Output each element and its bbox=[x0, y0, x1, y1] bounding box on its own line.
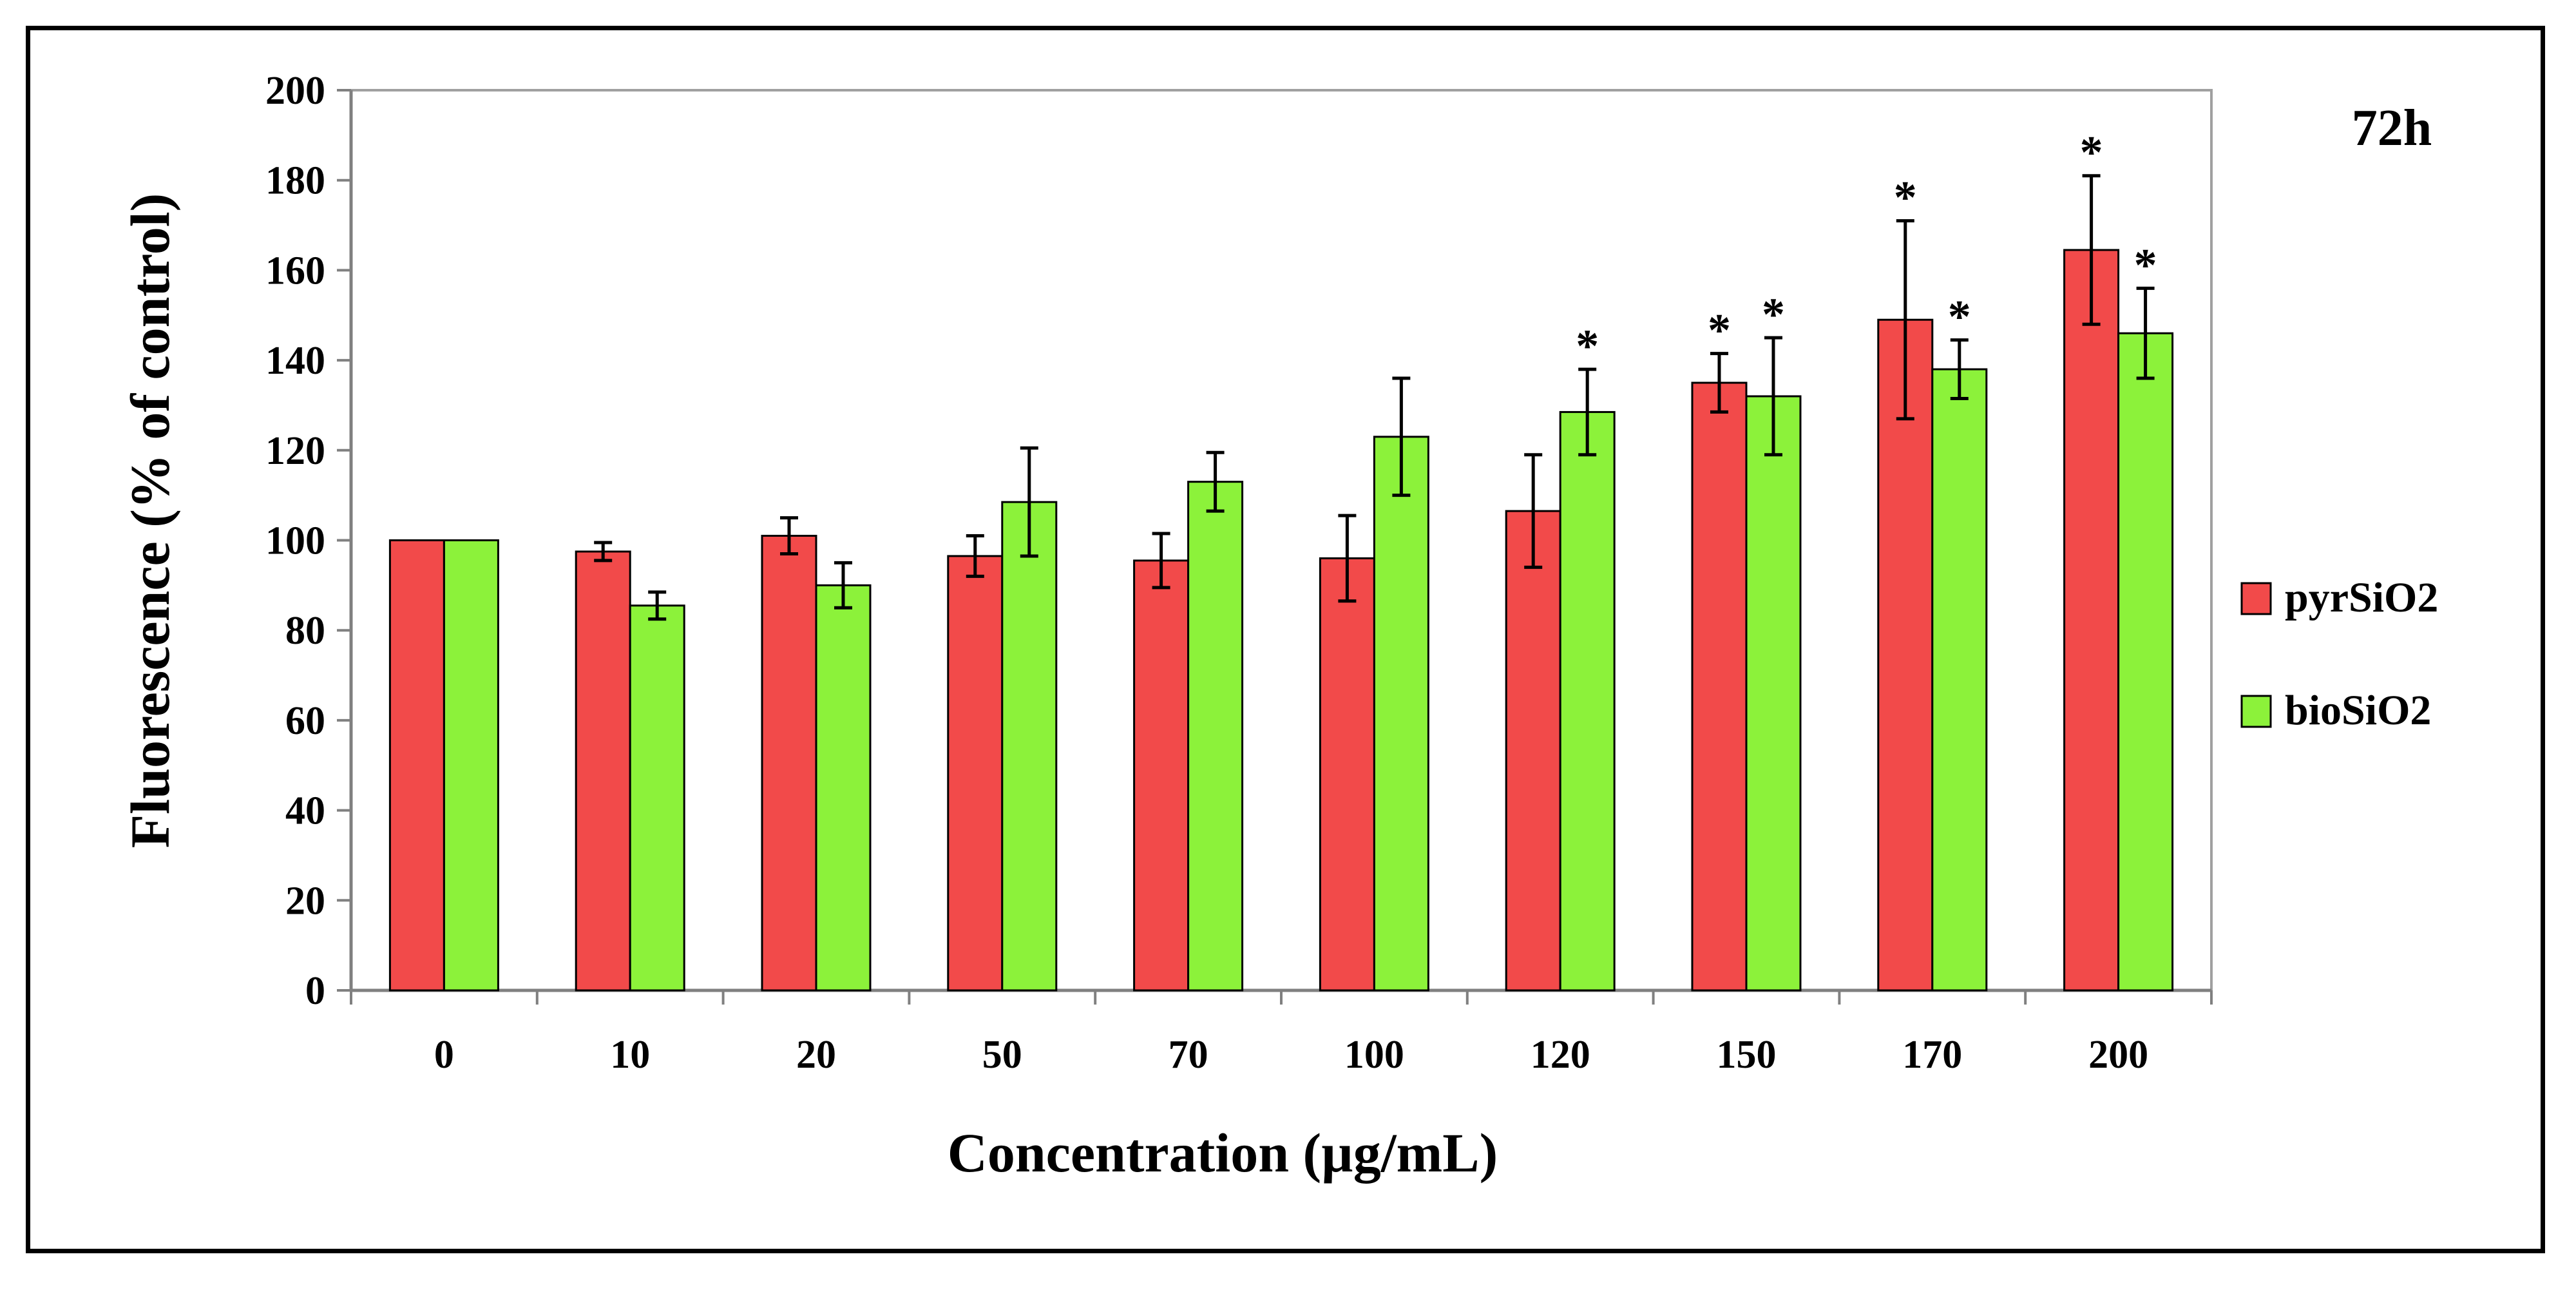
error-bar-pyrSiO2-200 bbox=[2082, 174, 2101, 326]
bar-bioSiO2-70 bbox=[1187, 481, 1244, 992]
legend-label: pyrSiO2 bbox=[2285, 574, 2438, 621]
error-bar-pyrSiO2-10 bbox=[594, 541, 613, 563]
bar-bioSiO2-10 bbox=[629, 604, 685, 992]
significance-star: * bbox=[1948, 291, 1971, 343]
error-bar-bioSiO2-100 bbox=[1392, 376, 1411, 497]
error-bar-bioSiO2-170 bbox=[1950, 338, 1969, 400]
significance-star: * bbox=[1708, 305, 1731, 356]
bar-bioSiO2-170 bbox=[1931, 368, 1988, 992]
bar-pyrSiO2-100 bbox=[1319, 557, 1375, 992]
error-bars bbox=[594, 174, 2155, 621]
significance-star: * bbox=[1894, 172, 1917, 224]
significance-markers: * * * * * * * bbox=[1576, 127, 2157, 372]
y-tick-label: 180 bbox=[265, 159, 325, 203]
error-bar-bioSiO2-150 bbox=[1764, 336, 1782, 457]
y-tick-label: 60 bbox=[285, 699, 325, 743]
bar-pyrSiO2-200 bbox=[2063, 249, 2120, 992]
x-tick-label: 10 bbox=[610, 1033, 650, 1077]
bar-pyrSiO2-20 bbox=[761, 535, 817, 992]
bar-pyrSiO2-10 bbox=[575, 550, 631, 992]
bars bbox=[388, 249, 2174, 992]
y-tick-label: 100 bbox=[265, 519, 325, 563]
y-tick-label: 160 bbox=[265, 249, 325, 293]
legend-item-bioSiO2: bioSiO2 bbox=[2240, 687, 2431, 734]
x-tick-label: 20 bbox=[796, 1033, 836, 1077]
error-bar-bioSiO2-50 bbox=[1020, 446, 1038, 558]
error-bar-bioSiO2-70 bbox=[1206, 450, 1225, 513]
significance-star: * bbox=[1576, 320, 1599, 372]
bar-bioSiO2-0 bbox=[443, 539, 499, 992]
significance-star: * bbox=[1762, 289, 1785, 340]
x-tick-label: 50 bbox=[982, 1033, 1022, 1077]
bar-pyrSiO2-120 bbox=[1505, 510, 1561, 992]
bar-bioSiO2-120 bbox=[1559, 410, 1616, 992]
bar-bioSiO2-20 bbox=[815, 584, 872, 992]
bar-bioSiO2-100 bbox=[1373, 436, 1429, 992]
error-bar-pyrSiO2-120 bbox=[1524, 453, 1543, 569]
x-tick-label: 120 bbox=[1531, 1033, 1590, 1077]
bar-pyrSiO2-70 bbox=[1133, 559, 1190, 992]
legend-swatch bbox=[2240, 582, 2272, 615]
y-tick-label: 80 bbox=[285, 609, 325, 653]
y-tick-labels: 0 20 40 60 80 100 120 140 160 180 200 bbox=[265, 69, 325, 1013]
y-tick-label: 200 bbox=[265, 69, 325, 113]
legend: pyrSiO2 bioSiO2 bbox=[2240, 574, 2438, 734]
error-bar-bioSiO2-120 bbox=[1578, 367, 1597, 457]
x-tick-labels: 0 10 20 50 70 100 120 150 170 200 bbox=[434, 1033, 2148, 1077]
x-axis-title: Concentration (µg/mL) bbox=[948, 1122, 1498, 1184]
bar-pyrSiO2-0 bbox=[388, 539, 445, 992]
error-bar-pyrSiO2-20 bbox=[780, 516, 798, 555]
significance-star: * bbox=[2080, 127, 2103, 178]
legend-item-pyrSiO2: pyrSiO2 bbox=[2240, 574, 2438, 621]
x-tick-label: 70 bbox=[1169, 1033, 1208, 1077]
error-bar-pyrSiO2-70 bbox=[1152, 532, 1170, 590]
bar-bioSiO2-200 bbox=[2117, 332, 2174, 992]
x-tick-label: 170 bbox=[1902, 1033, 1962, 1077]
x-tick-label: 200 bbox=[2088, 1033, 2148, 1077]
legend-label: bioSiO2 bbox=[2285, 687, 2431, 734]
panel-label: 72h bbox=[2352, 100, 2432, 157]
error-bar-pyrSiO2-170 bbox=[1896, 219, 1914, 421]
legend-swatch bbox=[2240, 695, 2272, 728]
y-axis-title: Fluorescence (% of control) bbox=[119, 193, 181, 849]
y-tick-label: 120 bbox=[265, 429, 325, 473]
significance-star: * bbox=[2134, 239, 2157, 291]
bar-bioSiO2-50 bbox=[1001, 501, 1058, 992]
bar-bioSiO2-150 bbox=[1745, 395, 1802, 992]
error-bar-bioSiO2-20 bbox=[834, 561, 852, 610]
y-tick-label: 20 bbox=[285, 879, 325, 923]
bar-pyrSiO2-150 bbox=[1691, 381, 1748, 992]
error-bar-pyrSiO2-100 bbox=[1338, 514, 1357, 603]
y-tick-label: 140 bbox=[265, 339, 325, 383]
error-bar-bioSiO2-10 bbox=[648, 590, 667, 621]
x-tick-label: 150 bbox=[1717, 1033, 1777, 1077]
error-bar-pyrSiO2-50 bbox=[966, 534, 984, 578]
x-tick-label: 0 bbox=[434, 1033, 454, 1077]
bar-pyrSiO2-50 bbox=[947, 555, 1004, 992]
y-tick-label: 0 bbox=[305, 969, 325, 1013]
y-tick-label: 40 bbox=[285, 789, 325, 833]
error-bar-pyrSiO2-150 bbox=[1710, 352, 1728, 414]
x-tick-label: 100 bbox=[1344, 1033, 1404, 1077]
error-bar-bioSiO2-200 bbox=[2136, 286, 2155, 380]
